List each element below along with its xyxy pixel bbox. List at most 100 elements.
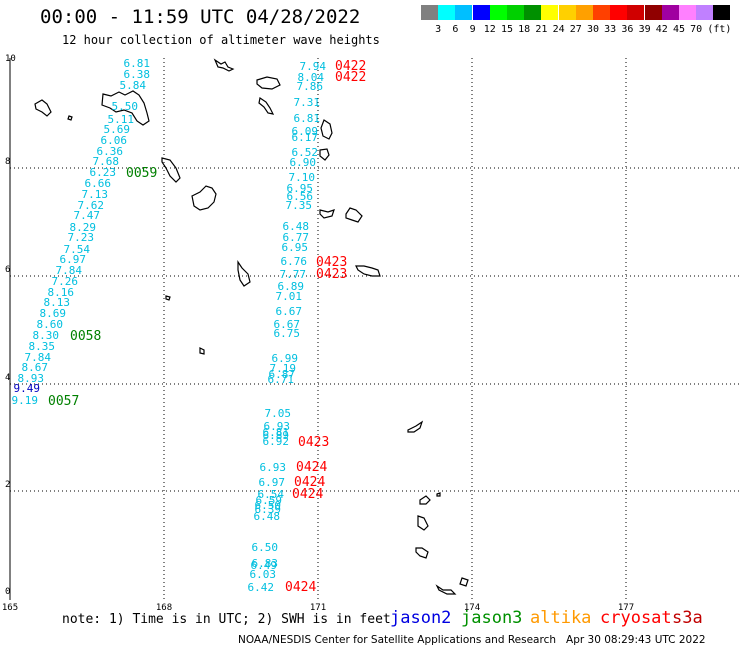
wave-height-value: 6.54 xyxy=(258,488,285,501)
wave-height-value: 6.23 xyxy=(90,166,117,179)
color-swatch xyxy=(472,5,490,20)
wave-height-value: 6.71 xyxy=(268,373,295,386)
wave-height-value: 7.54 xyxy=(64,243,91,256)
pass-time-label: 0423 xyxy=(298,435,329,450)
color-scale-label: 42 xyxy=(655,24,668,35)
wave-height-value: 6.87 xyxy=(269,368,296,381)
color-scale-label: 6 xyxy=(452,24,459,35)
wave-height-value: 6.06 xyxy=(101,134,128,147)
pass-time-label: 0057 xyxy=(48,394,79,409)
wave-height-value: 8.16 xyxy=(48,286,75,299)
wave-height-value: 6.59 xyxy=(256,494,283,507)
island-outline xyxy=(256,76,281,90)
island-outline xyxy=(258,97,275,115)
wave-height-value: 9.49 xyxy=(14,382,41,395)
wave-height-value: 6.49 xyxy=(251,559,278,572)
wave-height-value: 6.09 xyxy=(292,125,319,138)
wave-height-value: 8.93 xyxy=(18,372,45,385)
wave-height-value: 6.89 xyxy=(263,429,290,442)
color-scale-label: 30 xyxy=(586,24,600,35)
color-swatch xyxy=(507,5,524,20)
y-tick-label: 10 xyxy=(5,54,16,64)
color-swatch xyxy=(627,5,645,20)
x-tick-label: 171 xyxy=(310,603,326,613)
color-swatch xyxy=(593,5,610,20)
wave-height-value: 6.52 xyxy=(292,146,319,159)
color-swatch xyxy=(489,5,507,20)
wave-height-value: 7.94 xyxy=(300,60,327,73)
color-swatch xyxy=(421,5,438,20)
color-swatch xyxy=(558,5,576,20)
color-swatch xyxy=(524,5,542,20)
wave-height-value: 6.95 xyxy=(282,241,309,254)
wave-height-value: 6.97 xyxy=(259,476,286,489)
wave-height-value: 6.75 xyxy=(274,327,301,340)
wave-height-value: 6.50 xyxy=(252,541,279,554)
island-outline xyxy=(355,265,381,277)
wave-height-value: 6.38 xyxy=(124,68,151,81)
axis-tick-labels: 165 168 171 174 177 0 2 4 6 8 10 xyxy=(2,54,634,613)
wave-height-value: 7.19 xyxy=(270,362,297,375)
wave-height-value: 8.13 xyxy=(44,296,71,309)
wave-height-value: 6.76 xyxy=(281,255,308,268)
wave-height-value: 7.01 xyxy=(276,290,303,303)
color-scale-label: 27 xyxy=(569,24,582,35)
color-scale-label: (ft) xyxy=(707,24,732,35)
color-swatch xyxy=(438,5,456,20)
wave-height-value: 6.56 xyxy=(287,190,314,203)
wave-height-value: 6.03 xyxy=(250,568,277,581)
x-tick-label: 168 xyxy=(156,603,172,613)
color-scale-label: 3 xyxy=(435,24,442,35)
wave-height-value: 6.48 xyxy=(283,220,310,233)
y-tick-label: 6 xyxy=(5,265,10,275)
wave-height-value: 6.36 xyxy=(97,145,124,158)
credit-line: NOAA/NESDIS Center for Satellite Applica… xyxy=(238,634,706,646)
island-outline xyxy=(345,207,363,223)
wave-height-value: 6.89 xyxy=(278,280,305,293)
wave-height-value: 6.83 xyxy=(252,557,279,570)
color-swatch xyxy=(610,5,628,20)
y-tick-label: 2 xyxy=(5,480,10,490)
wave-height-value: 5.11 xyxy=(108,113,135,126)
color-swatch xyxy=(541,5,559,20)
wave-height-value: 8.67 xyxy=(22,361,49,374)
pass-time-label: 0059 xyxy=(126,166,157,181)
wave-height-value: 7.05 xyxy=(265,407,292,420)
wave-height-value: 8.60 xyxy=(37,318,64,331)
wave-height-value: 6.67 xyxy=(276,305,303,318)
color-swatch xyxy=(575,5,593,20)
wave-height-value: 6.92 xyxy=(263,435,290,448)
island-outline xyxy=(459,577,469,587)
color-scale-label: 15 xyxy=(500,24,514,35)
wave-height-value: 8.69 xyxy=(40,307,67,320)
wave-height-value: 8.04 xyxy=(298,71,325,84)
island-outlines xyxy=(34,58,469,595)
satellite-legend-jason3: jason3 xyxy=(461,608,523,628)
wave-height-value: 7.31 xyxy=(294,96,321,109)
satellite-legend-altika: altika xyxy=(530,608,592,628)
wave-height-value: 7.77 xyxy=(280,268,307,281)
satellite-legend-cryosat: cryosat xyxy=(600,608,672,628)
y-tick-label: 4 xyxy=(5,373,10,383)
wave-height-value: 6.95 xyxy=(287,182,314,195)
pass-time-label: 0422 xyxy=(335,59,366,74)
west-pass-times: 0059 0058 0057 xyxy=(48,166,157,409)
color-scale-label: 9 xyxy=(469,24,476,35)
wave-height-value: 6.17 xyxy=(292,131,319,144)
wave-height-value: 6.81 xyxy=(294,112,321,125)
wave-height-value: 7.47 xyxy=(74,209,101,222)
wave-height-value: 8.30 xyxy=(33,329,60,342)
color-swatch xyxy=(455,5,473,20)
chart-title: 00:00 - 11:59 UTC 04/28/2022 xyxy=(40,6,361,28)
island-outline xyxy=(319,148,330,161)
wave-height-value: 6.99 xyxy=(272,352,299,365)
wave-height-value: 6.42 xyxy=(248,581,275,594)
color-scale-label: 24 xyxy=(552,24,565,35)
island-outline xyxy=(199,347,205,355)
wave-height-value: 7.26 xyxy=(52,275,79,288)
wave-height-value: 7.10 xyxy=(289,171,316,184)
pass-time-label: 0058 xyxy=(70,329,101,344)
island-outline xyxy=(435,584,457,595)
wave-height-value: 6.39 xyxy=(255,503,282,516)
